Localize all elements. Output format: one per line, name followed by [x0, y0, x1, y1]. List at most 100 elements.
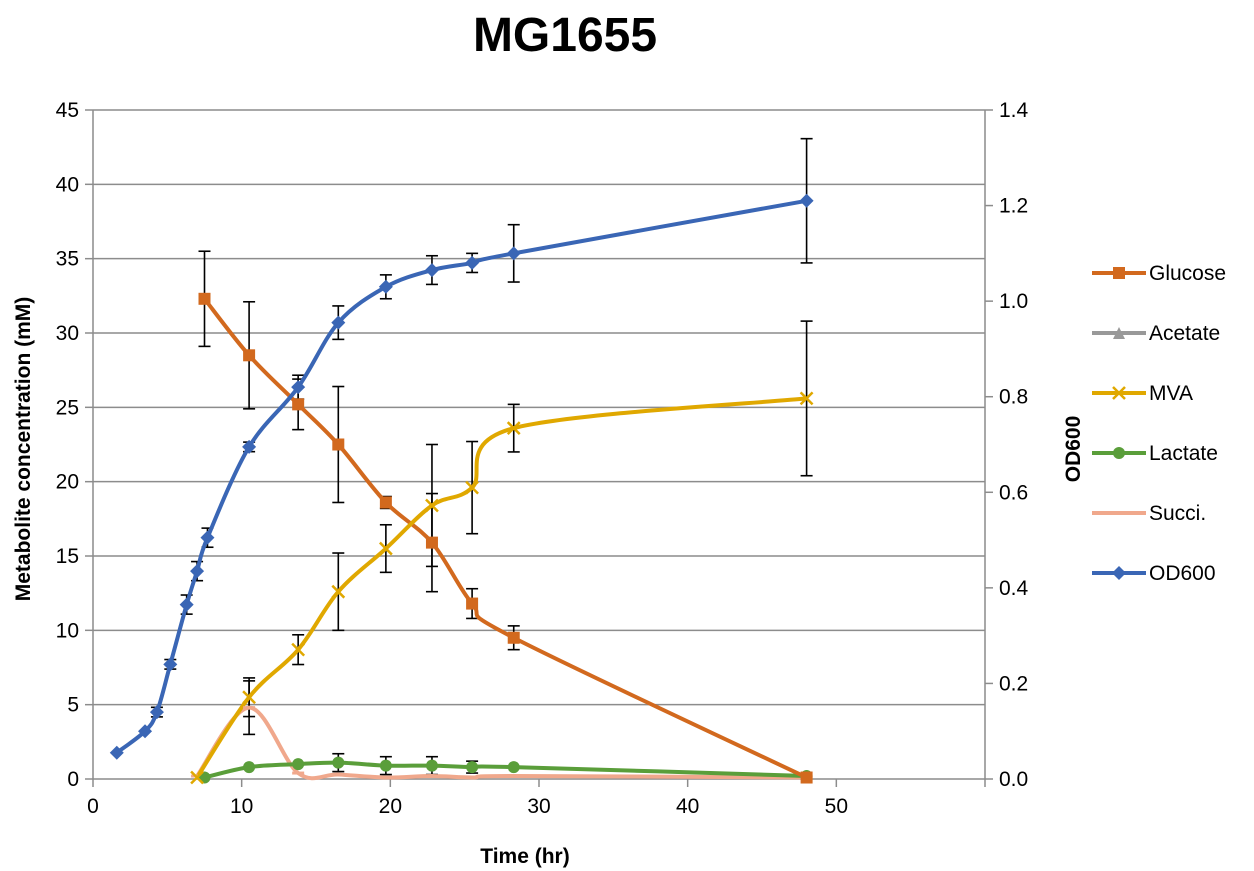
axes: 0 5 10 15 20 25 30 35 40 45 0.0 0.2 0.4 0.6 0.8 1.0 1.2 1…	[56, 99, 1029, 818]
x-axis-label: Time (hr)	[480, 845, 569, 868]
y2-tick-label: 1.2	[999, 195, 1028, 218]
mva-point	[799, 391, 814, 406]
succi-point	[379, 776, 392, 780]
od600-point	[291, 380, 306, 395]
x-tick-label: 10	[230, 795, 253, 818]
mva-point	[190, 770, 204, 785]
legend-item-acetate: Acetate	[1092, 322, 1220, 345]
od600-point	[424, 263, 439, 278]
y-tick-label: 40	[56, 173, 79, 196]
x-tick-label: 20	[379, 795, 402, 818]
od600-point	[149, 705, 164, 720]
legend-label-mva: MVA	[1149, 382, 1193, 405]
succi-point	[466, 776, 479, 780]
x-tick-label: 40	[676, 795, 699, 818]
y-tick-label: 5	[67, 694, 79, 717]
glucose-line	[202, 297, 808, 780]
od600-point	[190, 564, 205, 579]
mva-point	[331, 584, 346, 599]
y-tick-label: 35	[56, 248, 79, 271]
x-tick-label: 0	[87, 795, 99, 818]
legend-label-od600: OD600	[1149, 562, 1216, 585]
grid-lines	[93, 109, 985, 706]
y-tick-label: 25	[56, 396, 79, 419]
od600-point	[465, 255, 480, 270]
od600-point	[799, 193, 814, 208]
od600-point	[378, 279, 393, 294]
legend-marker-mva	[1112, 386, 1126, 400]
y-tick-label: 15	[56, 545, 79, 568]
mva-point	[242, 690, 256, 705]
od600-point	[331, 315, 346, 330]
lactate-point	[425, 759, 438, 772]
od600-point	[200, 530, 215, 545]
od600-line	[115, 198, 807, 755]
succi-point	[425, 774, 438, 778]
glucose-point	[800, 771, 813, 784]
od600-point	[109, 745, 124, 760]
mva-line	[195, 396, 807, 779]
legend-marker-od600	[1112, 566, 1126, 580]
y2-tick-label: 0.8	[999, 386, 1028, 409]
succi-line	[195, 705, 807, 781]
y2-tick-label: 1.0	[999, 290, 1028, 313]
chart-title: MG1655	[473, 9, 657, 62]
glucose-point	[507, 631, 520, 644]
y2-tick-label: 0.0	[999, 768, 1028, 791]
glucose-point	[425, 536, 438, 549]
legend-marker-glucose	[1113, 267, 1125, 279]
y-tick-label: 10	[56, 619, 79, 642]
mva-point	[465, 480, 479, 495]
y2-tick-label: 1.4	[999, 99, 1029, 122]
y2-tick-label: 0.6	[999, 481, 1028, 504]
legend-label-lactate: Lactate	[1149, 442, 1218, 465]
succi-point	[292, 771, 305, 775]
error-bars	[150, 137, 813, 776]
series-markers	[109, 193, 814, 785]
glucose-point	[243, 349, 256, 362]
mva-point	[378, 541, 393, 556]
od600-point	[179, 597, 194, 612]
od600-point	[242, 439, 257, 454]
glucose-point	[466, 597, 479, 610]
legend-item-succi: Succi.	[1092, 502, 1206, 525]
succi-point	[332, 773, 345, 777]
mva-point	[291, 642, 306, 657]
y-tick-label: 0	[67, 768, 79, 791]
lactate-point	[243, 761, 256, 774]
mva-point	[506, 421, 521, 436]
legend-marker-acetate	[1113, 327, 1125, 339]
y-tick-label: 45	[56, 99, 79, 122]
x-tick-label: 50	[825, 795, 848, 818]
od600-point	[138, 724, 153, 739]
glucose-point	[292, 398, 305, 411]
succi-point	[507, 774, 520, 778]
legend-item-lactate: Lactate	[1092, 442, 1218, 465]
legend-marker-succi	[1113, 511, 1125, 515]
glucose-point	[198, 292, 211, 305]
legend-item-mva: MVA	[1092, 382, 1193, 405]
y2-tick-label: 0.2	[999, 672, 1028, 695]
lactate-line	[204, 760, 807, 780]
lactate-point	[507, 761, 520, 774]
legend-label-glucose: Glucose	[1149, 262, 1226, 285]
legend-item-glucose: Glucose	[1092, 262, 1226, 285]
glucose-point	[332, 438, 345, 451]
y2-axis-label: OD600	[1062, 416, 1085, 483]
legend-item-od600: OD600	[1092, 562, 1216, 585]
mva-point	[425, 498, 439, 513]
y-tick-label: 30	[56, 322, 79, 345]
y-axis-label: Metabolite concentration (mM)	[12, 297, 35, 602]
series-lines	[115, 198, 808, 781]
x-tick-label: 30	[527, 795, 550, 818]
lactate-point	[466, 761, 479, 774]
lactate-point	[332, 756, 345, 769]
y-tick-label: 20	[56, 471, 79, 494]
legend-label-succi: Succi.	[1149, 502, 1206, 525]
legend-label-acetate: Acetate	[1149, 322, 1220, 345]
lactate-point	[379, 759, 392, 772]
glucose-point	[379, 496, 392, 509]
legend: Glucose Acetate MVA Lactate Succi. OD600	[1092, 262, 1226, 585]
succi-point	[243, 706, 256, 710]
